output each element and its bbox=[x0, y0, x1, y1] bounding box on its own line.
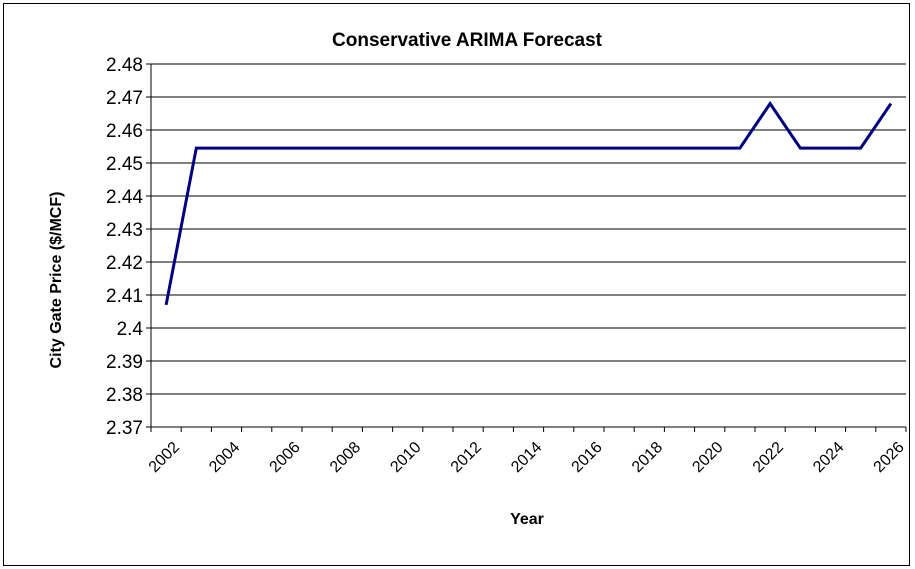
chart-title: Conservative ARIMA Forecast bbox=[332, 30, 603, 51]
y-tick-labels: 2.48 2.47 2.46 2.45 2.44 2.43 2.42 2.41 2.4 2.39 2… bbox=[106, 55, 143, 439]
x-tick-label: 2014 bbox=[508, 439, 545, 476]
y-tick-label: 2.37 bbox=[106, 418, 143, 439]
y-tick-label: 2.44 bbox=[106, 187, 143, 208]
x-tick-label: 2020 bbox=[689, 439, 726, 476]
y-tick-label: 2.39 bbox=[106, 352, 143, 373]
series-group bbox=[164, 100, 893, 306]
x-tick-label: 2006 bbox=[267, 439, 304, 476]
x-axis-title: Year bbox=[510, 511, 544, 528]
x-tick-labels: 2002 2004 2006 2008 2010 2012 2014 2016 2018 2020… bbox=[146, 439, 908, 476]
y-tick-label: 2.43 bbox=[106, 220, 143, 241]
y-axis-title: City Gate Price ($/MCF) bbox=[48, 192, 65, 369]
y-tick-label: 2.46 bbox=[106, 121, 143, 142]
x-tick-label: 2010 bbox=[387, 439, 424, 476]
x-tick-label: 2004 bbox=[206, 439, 243, 476]
y-tick-label: 2.42 bbox=[106, 253, 143, 274]
x-tick-label: 2026 bbox=[871, 439, 908, 476]
y-tick-label: 2.45 bbox=[106, 154, 143, 175]
gridlines bbox=[151, 63, 906, 428]
x-tick-label: 2018 bbox=[629, 439, 666, 476]
y-tick-label: 2.41 bbox=[106, 286, 143, 307]
y-tick-label: 2.38 bbox=[106, 385, 143, 406]
axes bbox=[146, 63, 907, 432]
y-tick-label: 2.48 bbox=[106, 55, 143, 76]
series-line bbox=[164, 100, 893, 306]
y-tick-label: 2.47 bbox=[106, 88, 143, 109]
y-tick-label: 2.4 bbox=[117, 319, 144, 340]
x-tick-label: 2002 bbox=[146, 439, 183, 476]
x-tick-label: 2012 bbox=[448, 439, 485, 476]
x-tick-label: 2024 bbox=[810, 439, 847, 476]
x-tick-label: 2022 bbox=[750, 439, 787, 476]
x-tick-label: 2008 bbox=[327, 439, 364, 476]
x-tick-label: 2016 bbox=[569, 439, 606, 476]
